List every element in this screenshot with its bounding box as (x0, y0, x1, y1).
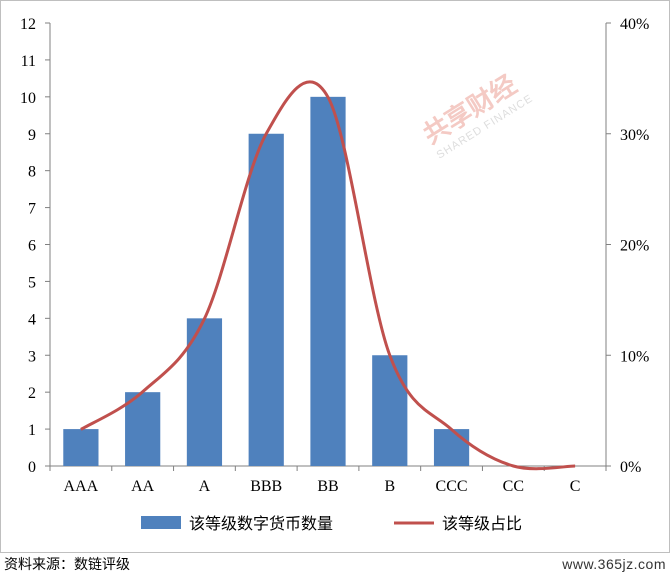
right-tick-label: 0% (620, 459, 641, 476)
left-tick-label: 1 (28, 422, 36, 439)
ratio-line (80, 80, 576, 471)
right-tick-label: 30% (620, 127, 649, 144)
left-tick-label: 0 (28, 459, 36, 476)
source-note: 资料来源：数链评级 (4, 557, 130, 573)
x-tick-label: BB (317, 478, 338, 495)
chart-frame: 0 1 2 3 4 5 6 7 8 9 10 11 12 0% 10% 20% 30% 40% AAA AA A BBB B… (0, 0, 670, 553)
right-tick-label: 40% (620, 16, 649, 33)
legend-bar-label: 该等级数字货币数量 (189, 514, 333, 533)
bar (310, 96, 346, 466)
x-tick-label: AAA (64, 478, 99, 495)
bar (248, 133, 284, 466)
left-tick-label: 7 (28, 201, 36, 218)
x-tick-label: CCC (436, 478, 468, 495)
left-tick-label: 9 (28, 127, 36, 144)
site-url: www.365jz.com (562, 556, 666, 572)
right-tick-label: 10% (620, 348, 649, 365)
x-tick-label: BBB (250, 478, 282, 495)
x-tick-label: C (570, 478, 581, 495)
left-tick-label: 12 (20, 16, 36, 33)
left-tick-label: 3 (28, 348, 36, 365)
legend-line-label: 该等级占比 (442, 514, 522, 533)
bar (372, 355, 408, 466)
left-tick-label: 6 (28, 238, 36, 255)
bar (125, 392, 161, 466)
left-tick-label: 2 (28, 385, 36, 402)
bar (186, 318, 223, 466)
left-tick-label: 4 (28, 311, 36, 328)
x-tick-label: AA (131, 478, 155, 495)
x-tick-label: A (199, 478, 211, 495)
bar (433, 429, 470, 466)
bar (63, 429, 99, 466)
left-tick-label: 5 (28, 274, 36, 291)
right-tick-label: 20% (620, 238, 649, 255)
left-tick-label: 8 (28, 164, 36, 181)
legend-bar-swatch (141, 516, 181, 529)
x-tick-label: CC (503, 478, 524, 495)
left-tick-label: 10 (20, 90, 36, 107)
left-tick-label: 11 (21, 53, 36, 70)
x-tick-label: B (384, 478, 395, 495)
